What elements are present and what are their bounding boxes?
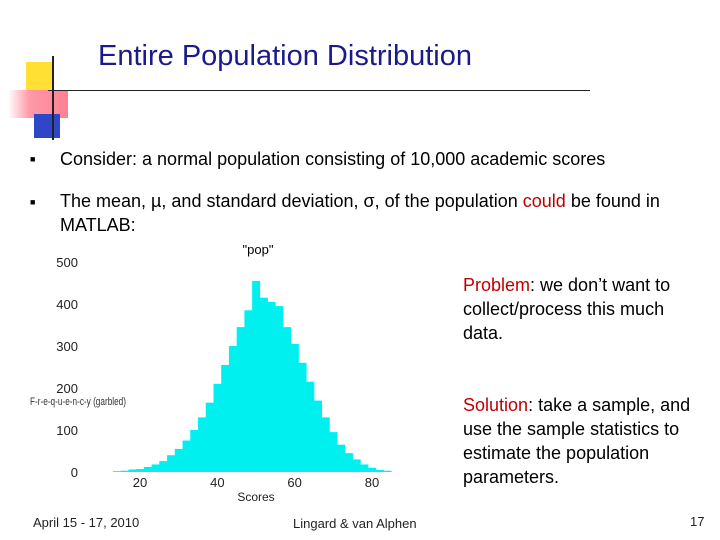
histogram-bar (174, 448, 183, 472)
histogram-bar (112, 471, 121, 472)
y-tick-label: 400 (56, 297, 78, 312)
x-tick-label: 40 (210, 475, 224, 490)
decor-blue-square (34, 114, 60, 138)
bullet-square-icon: ■ (30, 154, 36, 164)
histogram-bar (267, 301, 276, 472)
x-tick-label: 80 (365, 475, 379, 490)
y-tick-label: 500 (56, 255, 78, 270)
histogram-bar (128, 469, 137, 472)
x-tick-label: 20 (133, 475, 147, 490)
x-axis-label: Scores (237, 490, 274, 504)
histogram-bar (383, 470, 392, 472)
decor-yellow-square (26, 62, 52, 92)
y-tick-label: 0 (71, 465, 78, 480)
histogram-bar (252, 280, 261, 472)
histogram-bar (159, 461, 168, 472)
x-tick-label: 60 (287, 475, 301, 490)
problem-note: Problem: we don’t want to collect/proces… (463, 273, 703, 345)
histogram-bar (375, 469, 384, 472)
problem-label: Problem (463, 275, 531, 295)
footer-authors: Lingard & van Alphen (293, 516, 417, 531)
histogram-bar (329, 432, 338, 472)
histogram-bar (213, 383, 222, 472)
title-underline (48, 90, 590, 91)
histogram-bar (314, 400, 323, 472)
histogram-bar (321, 417, 330, 472)
histogram-bar (283, 327, 292, 472)
histogram-bar (352, 459, 361, 472)
decor-vertical-line (52, 56, 54, 140)
decor-pink-bar (8, 90, 68, 118)
histogram-bar (228, 346, 237, 472)
bullet-square-icon: ■ (30, 197, 36, 207)
y-tick-label: 100 (56, 423, 78, 438)
histogram-bar (236, 327, 245, 472)
histogram-bar (198, 417, 207, 472)
histogram-bar (337, 444, 346, 472)
solution-text: : take a sample, and use the sample stat… (463, 395, 691, 487)
histogram-bar (190, 430, 199, 472)
footer-date: April 15 - 17, 2010 (33, 515, 140, 530)
histogram-bar (290, 343, 299, 472)
histogram-bar (259, 297, 268, 472)
histogram-bar (167, 455, 176, 472)
histogram-bar (120, 470, 129, 472)
bullet-text: Consider: a normal population consisting… (60, 149, 606, 169)
bullet-text: The mean, µ, and standard deviation, σ, … (60, 191, 523, 211)
histogram-bar (244, 310, 253, 472)
histogram-bar (143, 466, 152, 472)
highlight-word: could (522, 191, 566, 211)
solution-label: Solution (463, 395, 529, 415)
y-tick-label: 300 (56, 339, 78, 354)
slide-title: Entire Population Distribution (98, 40, 472, 72)
bullet-text: be found in MATLAB: (60, 191, 660, 235)
histogram-bar (136, 469, 145, 472)
histogram-bar (275, 306, 284, 472)
histogram-bar (306, 381, 315, 472)
histogram-bar (360, 464, 369, 472)
chart-title: "pop" (243, 242, 274, 257)
histogram-bar (221, 364, 230, 472)
histogram-bar (344, 453, 353, 472)
histogram-bar (182, 440, 191, 472)
histogram-bar (368, 467, 377, 472)
solution-note: Solution: take a sample, and use the sam… (463, 393, 703, 489)
histogram-chart: "pop" 0 100 200 300 400 500 20 40 60 80 Scores F-r-e… (30, 242, 392, 504)
histogram-bar (298, 362, 307, 472)
y-tick-label: 200 (56, 381, 78, 396)
bullet-item: Consider: a normal population consisting… (60, 147, 700, 171)
problem-text: : we don’t want to collect/process this … (463, 275, 671, 343)
page-number: 17 (690, 514, 705, 529)
histogram-bar (151, 464, 160, 472)
bullet-item: The mean, µ, and standard deviation, σ, … (60, 189, 660, 237)
histogram-bar (205, 402, 214, 472)
y-axis-label: F-r-e-q-u-e-n-c-y (garbled) (30, 396, 126, 408)
